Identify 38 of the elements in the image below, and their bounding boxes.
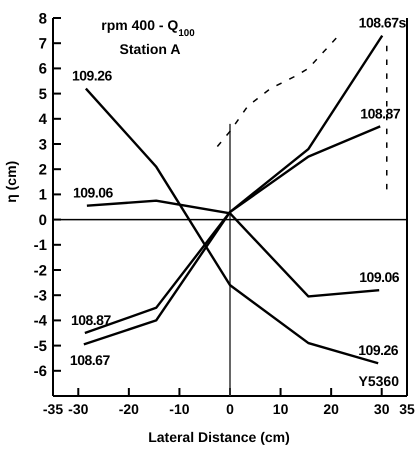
y-axis-title: η (cm) — [3, 160, 19, 203]
line-series — [216, 37, 337, 148]
annotation: 109.26 — [358, 342, 399, 358]
y-tick-label: 0 — [38, 212, 47, 229]
annotation: 108.67 — [70, 352, 110, 368]
annotation: 109.06 — [359, 269, 400, 286]
x-tick-label: 30 — [374, 401, 390, 417]
annotation: 109.26 — [72, 68, 112, 84]
y-tick-label: -5 — [34, 338, 47, 355]
chart-title: rpm 400 - Q$_{100}$ — [101, 17, 196, 38]
x-tick-label: -20 — [118, 401, 140, 417]
y-tick-label: -2 — [34, 262, 47, 280]
y-tick-label: 6 — [38, 60, 47, 78]
annotation: 108.87 — [360, 105, 401, 122]
y-tick-label: -4 — [34, 312, 48, 330]
y-tick-label: 1 — [38, 186, 47, 204]
annotation: 108.87 — [70, 312, 112, 328]
x-tick-label: 35 — [399, 401, 415, 417]
x-tick-label: -30 — [68, 401, 89, 417]
y-tick-label: 5 — [38, 86, 47, 103]
x-tick-label: 10 — [272, 401, 289, 417]
y-tick-label: 4 — [38, 111, 48, 128]
x-axis-title: Lateral Distance (cm) — [148, 429, 290, 445]
y-tick-label: -6 — [34, 363, 47, 380]
annotation: 108.67s — [358, 14, 406, 31]
x-tick-label: -10 — [169, 401, 190, 417]
text: Station A — [120, 41, 180, 57]
x-tick-label: -35 — [42, 401, 64, 417]
y-tick-label: -3 — [34, 287, 47, 304]
annotation: Y5360 — [358, 373, 400, 389]
x-tick-label: 20 — [323, 401, 340, 417]
y-tick-label: 2 — [38, 161, 47, 178]
y-tick-label: -1 — [34, 237, 47, 254]
x-tick-label: 0 — [226, 401, 234, 417]
y-tick-label: 3 — [38, 136, 47, 154]
y-tick-label: 8 — [38, 10, 47, 28]
y-tick-label: 7 — [38, 35, 47, 52]
annotation: 109.06 — [72, 184, 114, 201]
